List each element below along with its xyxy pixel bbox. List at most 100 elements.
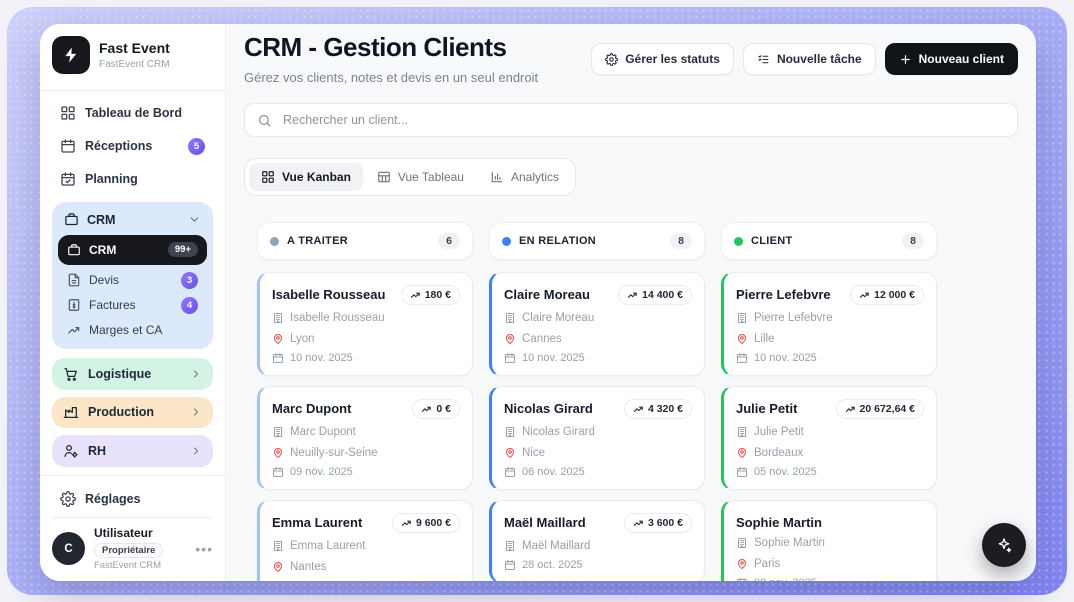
document-icon xyxy=(68,273,80,287)
city-name: Paris xyxy=(754,558,781,570)
amount-badge: 9 600 € xyxy=(391,513,460,533)
checklist-icon xyxy=(758,54,769,63)
card-date: 10 nov. 2025 xyxy=(754,352,817,364)
card-date: 09 nov. 2025 xyxy=(290,466,353,478)
sidebar-item-reglages[interactable]: Réglages xyxy=(52,484,213,513)
city-name: Bordeaux xyxy=(754,447,804,459)
building-icon xyxy=(738,538,746,548)
company-name: Maël Maillard xyxy=(522,540,591,552)
trend-up-icon xyxy=(422,406,432,412)
trend-up-icon xyxy=(633,406,643,412)
client-card[interactable]: Isabelle Rousseau 180 € Isabelle Roussea… xyxy=(257,272,473,376)
calendar-icon xyxy=(61,139,75,153)
company-name: Isabelle Rousseau xyxy=(290,312,385,324)
chevron-right-icon xyxy=(193,408,199,416)
client-card[interactable]: Nicolas Girard 4 320 € Nicolas Girard Ni… xyxy=(489,386,705,490)
button-label: Nouvelle tâche xyxy=(776,52,862,66)
company-row: Emma Laurent xyxy=(272,540,460,552)
client-card[interactable]: Maël Maillard 3 600 € Maël Maillard 28 o… xyxy=(489,500,705,581)
amount-value: 20 672,64 € xyxy=(859,403,915,415)
city-row: Lyon xyxy=(272,333,460,345)
client-card[interactable]: Claire Moreau 14 400 € Claire Moreau Can… xyxy=(489,272,705,376)
user-role-badge: Propriétaire xyxy=(94,543,164,559)
city-row: Nice xyxy=(504,447,692,459)
map-pin-icon xyxy=(274,562,282,572)
trend-up-icon xyxy=(401,520,411,526)
sidebar-item-crm[interactable]: CRM 99+ xyxy=(58,234,207,265)
calendar-icon xyxy=(505,467,515,477)
amount-badge: 3 600 € xyxy=(623,513,692,533)
company-name: Julie Petit xyxy=(754,426,804,438)
company-name: Marc Dupont xyxy=(290,426,356,438)
user-section: C Utilisateur Propriétaire FastEvent CRM… xyxy=(52,517,213,571)
calendar-icon xyxy=(737,353,747,363)
client-card[interactable]: Pierre Lefebvre 12 000 € Pierre Lefebvre… xyxy=(721,272,937,376)
sidebar-item-factures[interactable]: Factures 4 xyxy=(58,293,207,318)
user-org: FastEvent CRM xyxy=(94,560,162,572)
amount-badge: 4 320 € xyxy=(623,399,692,419)
date-row: 10 nov. 2025 xyxy=(736,352,924,364)
invoice-icon xyxy=(68,299,80,312)
sparkles-icon xyxy=(998,538,1012,553)
page-subtitle: Gérez vos clients, notes et devis en un … xyxy=(244,70,539,85)
new-client-button[interactable]: Nouveau client xyxy=(884,43,1018,75)
sidebar-item-label: Production xyxy=(88,405,154,420)
date-row: 28 oct. 2025 xyxy=(504,559,692,571)
sidebar-item-production[interactable]: Production xyxy=(52,396,213,429)
sidebar-item-receptions[interactable]: Réceptions 5 xyxy=(52,132,213,161)
user-menu-button[interactable]: ••• xyxy=(195,540,213,557)
trend-up-icon xyxy=(68,327,80,334)
card-date: 06 nov. 2025 xyxy=(522,466,585,478)
tab-analytics[interactable]: Analytics xyxy=(478,163,571,191)
company-row: Pierre Lefebvre xyxy=(736,312,924,324)
kanban-column: CLIENT 8 Pierre Lefebvre 12 000 € Pierre… xyxy=(721,222,937,581)
trend-up-icon xyxy=(627,292,637,298)
company-row: Nicolas Girard xyxy=(504,426,692,438)
search-icon xyxy=(258,114,271,126)
table-icon xyxy=(378,171,390,183)
client-card[interactable]: Julie Petit 20 672,64 € Julie Petit Bord… xyxy=(721,386,937,490)
new-task-button[interactable]: Nouvelle tâche xyxy=(742,43,876,75)
calendar-icon xyxy=(737,467,747,477)
client-card[interactable]: Sophie Martin Sophie Martin Paris 08 nov… xyxy=(721,500,937,581)
tab-vue-tableau[interactable]: Vue Tableau xyxy=(365,163,476,191)
manage-statuses-button[interactable]: Gérer les statuts xyxy=(591,43,734,75)
crm-section-header[interactable]: CRM xyxy=(58,208,207,232)
sidebar-item-logistique[interactable]: Logistique xyxy=(52,357,213,390)
client-name: Maël Maillard xyxy=(504,515,586,530)
sidebar-item-marges[interactable]: Marges et CA xyxy=(58,318,207,343)
sidebar: Fast Event FastEvent CRM Tableau de Bord… xyxy=(40,24,226,581)
building-icon xyxy=(506,541,514,551)
tab-label: Vue Tableau xyxy=(397,170,464,184)
company-name: Emma Laurent xyxy=(290,540,366,552)
amount-value: 180 € xyxy=(424,289,451,301)
amount-badge: 20 672,64 € xyxy=(835,399,924,419)
client-name: Pierre Lefebvre xyxy=(736,287,831,302)
sidebar-item-planning[interactable]: Planning xyxy=(52,165,213,194)
column-header: A TRAITER 6 xyxy=(257,222,473,260)
company-row: Maël Maillard xyxy=(504,540,692,552)
sidebar-item-dashboard[interactable]: Tableau de Bord xyxy=(52,99,213,128)
city-name: Nantes xyxy=(290,561,327,573)
column-title: CLIENT xyxy=(751,235,793,247)
company-name: Pierre Lefebvre xyxy=(754,312,833,324)
client-card[interactable]: Emma Laurent 9 600 € Emma Laurent Nantes… xyxy=(257,500,473,581)
sidebar-item-label: Réceptions xyxy=(85,139,153,154)
search-input[interactable] xyxy=(281,112,1005,128)
column-status-dot xyxy=(270,236,279,246)
user-name: Utilisateur xyxy=(94,526,153,541)
ai-assistant-button[interactable] xyxy=(982,523,1026,567)
sidebar-item-devis[interactable]: Devis 3 xyxy=(58,268,207,293)
client-card[interactable]: Marc Dupont 0 € Marc Dupont Neuilly-sur-… xyxy=(257,386,473,490)
column-header: EN RELATION 8 xyxy=(489,222,705,260)
amount-value: 12 000 € xyxy=(874,289,915,301)
sidebar-item-rh[interactable]: RH xyxy=(52,435,213,468)
crm-section: CRM CRM 99+ Devis 3 Factures 4 Marges et… xyxy=(52,201,213,349)
column-count-badge: 8 xyxy=(902,233,924,249)
briefcase-icon xyxy=(68,243,80,255)
amount-badge: 180 € xyxy=(400,285,460,305)
tab-vue-kanban[interactable]: Vue Kanban xyxy=(249,163,363,191)
trend-up-icon xyxy=(410,292,420,298)
map-pin-icon xyxy=(506,448,514,458)
company-row: Claire Moreau xyxy=(504,312,692,324)
